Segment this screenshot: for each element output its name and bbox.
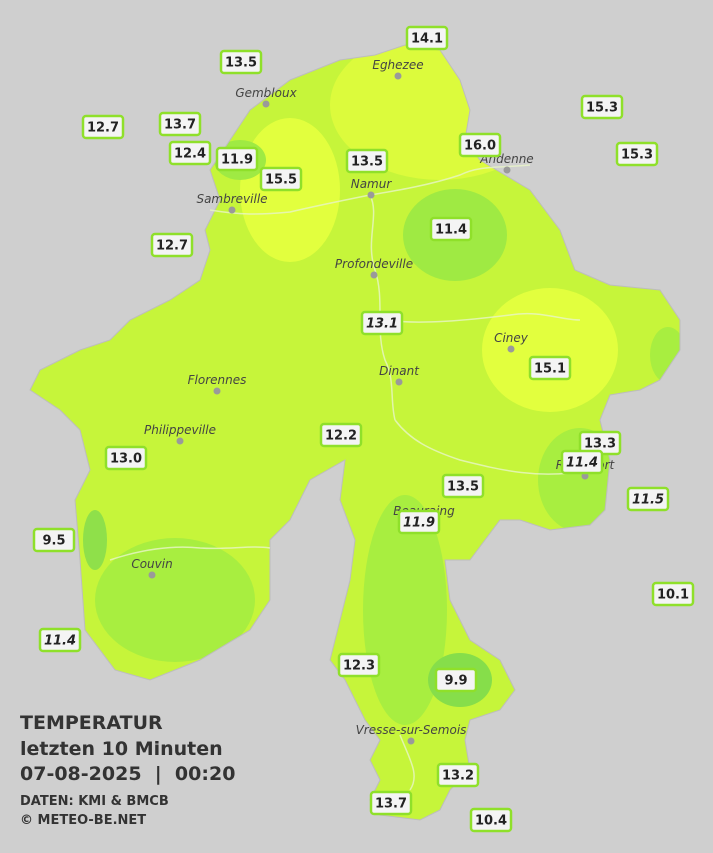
- station-box: [580, 94, 624, 120]
- station-value: 9.9: [444, 674, 467, 689]
- legend-period: letzten 10 Minuten: [20, 738, 223, 760]
- town-label: Philippeville: [144, 423, 216, 437]
- town-label: Eghezee: [372, 58, 423, 72]
- town-dot: [367, 191, 375, 199]
- town-dot: [148, 571, 156, 579]
- station-box: [38, 627, 82, 653]
- station-value: 13.1: [366, 317, 398, 332]
- station-box: [458, 132, 502, 158]
- station-value: 13.7: [164, 118, 196, 133]
- legend-title: TEMPERATUR: [20, 712, 163, 734]
- legend-copyright: © METEO-BE.NET: [20, 813, 146, 828]
- station-box: [434, 667, 478, 693]
- town-label: Ciney: [494, 331, 529, 345]
- station-value: 15.1: [534, 362, 566, 377]
- station-box: [345, 148, 389, 174]
- station-box: [215, 146, 259, 172]
- station-value: 13.0: [110, 452, 142, 467]
- station-box: [560, 449, 604, 475]
- station-value: 12.7: [156, 239, 188, 254]
- station-box: [168, 140, 212, 166]
- station-box: [528, 355, 572, 381]
- station-value: 12.3: [343, 659, 375, 674]
- station-value: 13.3: [584, 437, 616, 452]
- town-dot: [262, 100, 270, 108]
- station-value: 12.4: [174, 147, 206, 162]
- station-box: [429, 216, 473, 242]
- station-box: [441, 473, 485, 499]
- station-value: 16.0: [464, 139, 496, 154]
- town-label: Couvin: [131, 557, 172, 571]
- town-dot: [370, 271, 378, 279]
- station-box: [469, 807, 513, 833]
- station-value: 11.4: [44, 634, 76, 649]
- station-box: [81, 114, 125, 140]
- town-label: Florennes: [188, 373, 247, 387]
- station-value: 10.4: [475, 814, 507, 829]
- station-value: 13.7: [375, 797, 407, 812]
- station-value: 13.5: [225, 56, 257, 71]
- station-value: 11.4: [566, 456, 598, 471]
- town-dot: [395, 378, 403, 386]
- legend: TEMPERATUR letzten 10 Minuten 07-08-2025…: [20, 712, 235, 828]
- station-value: 13.5: [447, 480, 479, 495]
- town-dot: [503, 166, 511, 174]
- station-box: [369, 790, 413, 816]
- station-value: 9.5: [42, 534, 65, 549]
- station-box: [397, 509, 441, 535]
- station-value: 15.3: [621, 148, 653, 163]
- station-box: [337, 652, 381, 678]
- station-box: [615, 141, 659, 167]
- station-value: 11.9: [403, 516, 435, 531]
- station-box: [436, 762, 480, 788]
- town-dot: [228, 206, 236, 214]
- station-value: 15.3: [586, 101, 618, 116]
- station-box: [360, 310, 404, 336]
- station-box: [104, 445, 148, 471]
- town-label: Gembloux: [235, 86, 297, 100]
- station-value: 13.2: [442, 769, 474, 784]
- town-dot: [176, 437, 184, 445]
- legend-source: DATEN: KMI & BMCB: [20, 794, 169, 809]
- station-box: [32, 527, 76, 553]
- town-dot: [407, 737, 415, 745]
- town-label: Namur: [351, 177, 393, 191]
- station-box: [150, 232, 194, 258]
- station-value: 11.4: [435, 223, 467, 238]
- town-label: Profondeville: [335, 257, 413, 271]
- station-value: 13.5: [351, 155, 383, 170]
- station-value: 12.2: [325, 429, 357, 444]
- station-box: [219, 49, 263, 75]
- town-label: Dinant: [379, 364, 420, 378]
- town-dot: [213, 387, 221, 395]
- station-value: 11.9: [221, 153, 253, 168]
- station-value: 12.7: [87, 121, 119, 136]
- station-box: [158, 111, 202, 137]
- town-label: Vresse-sur-Semois: [356, 723, 467, 737]
- station-box: [319, 422, 363, 448]
- town-label: Sambreville: [196, 192, 267, 206]
- town-dot: [507, 345, 515, 353]
- station-box: [259, 166, 303, 192]
- station-box: [651, 581, 695, 607]
- station-value: 14.1: [411, 32, 443, 47]
- legend-datetime: 07-08-2025 | 00:20: [20, 763, 235, 785]
- town-dot: [394, 72, 402, 80]
- stations: 14.1 13.5 15.3 12.7 13.7 16.0 15.3 12.4 11.9 15.5…: [32, 25, 695, 833]
- station-box: [626, 486, 670, 512]
- station-value: 15.5: [265, 173, 297, 188]
- station-value: 10.1: [657, 588, 689, 603]
- station-box: [405, 25, 449, 51]
- station-value: 11.5: [632, 493, 664, 508]
